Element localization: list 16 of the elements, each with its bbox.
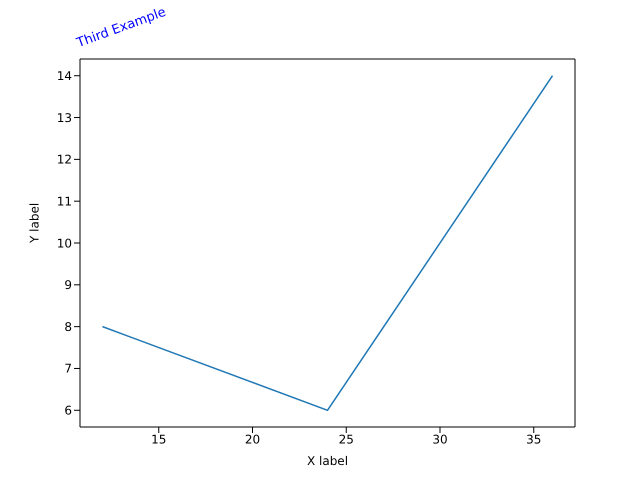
y-tick-label: 13 [56, 110, 72, 125]
x-axis-title: X label [306, 454, 348, 468]
x-tick-label: 35 [526, 432, 542, 447]
y-axis-title: Y label [27, 202, 42, 244]
y-tick-label: 7 [64, 362, 72, 376]
y-tick-label: 11 [56, 194, 72, 208]
y-tick-label: 14 [56, 68, 72, 83]
x-tick-label: 15 [151, 432, 166, 447]
y-tick-label: 12 [56, 152, 72, 167]
x-tick-label: 30 [432, 432, 448, 447]
x-tick-label: 20 [244, 432, 260, 447]
x-tick-label: 25 [338, 432, 354, 447]
y-tick-label: 8 [64, 320, 72, 334]
y-tick-label: 9 [64, 278, 72, 292]
y-tick-label: 6 [64, 404, 72, 418]
y-tick-label: 10 [56, 236, 72, 250]
